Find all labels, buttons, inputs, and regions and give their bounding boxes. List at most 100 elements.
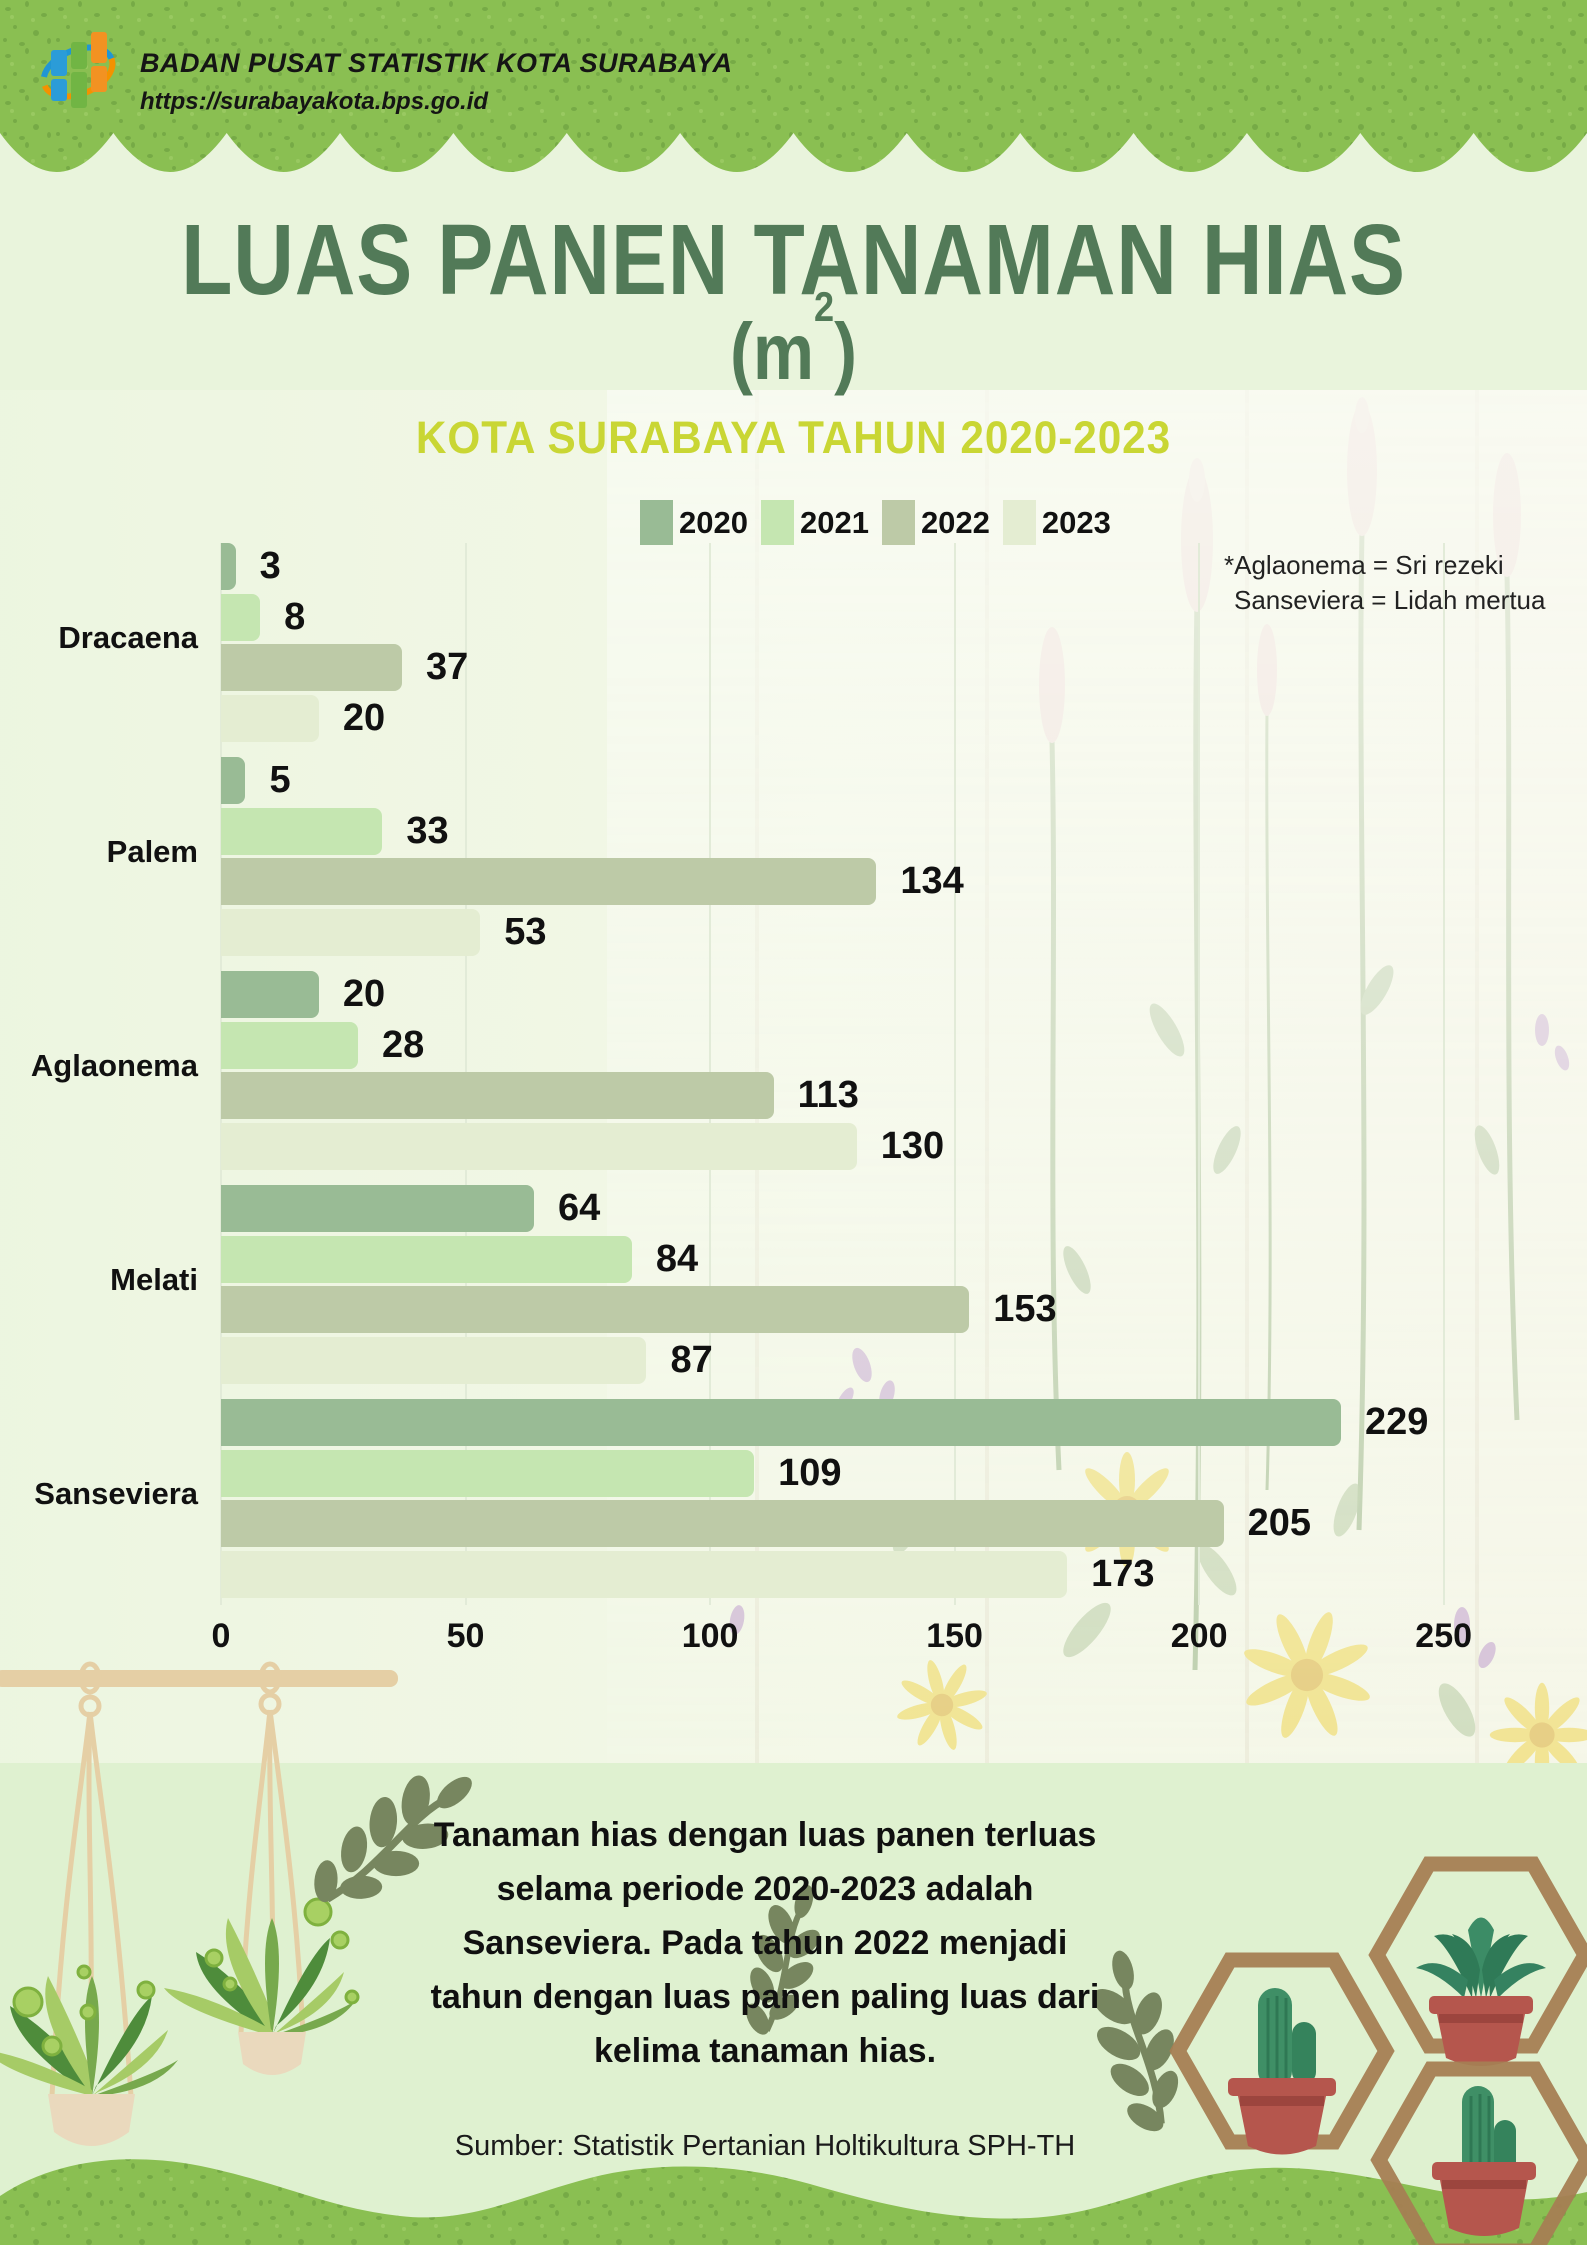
bar-value-melati-2020: 64 [558,1187,601,1229]
bar-row-melati-2020: 64 [221,1185,1581,1232]
bar-aglaonema-2020 [221,971,319,1018]
x-tick-50: 50 [446,1617,485,1655]
bar-value-melati-2021: 84 [655,1237,699,1280]
bar-value-palem-2020: 5 [269,759,291,801]
bar-row-dracaena-2020: 3 [221,543,1581,590]
bar-sanseviera-2022 [221,1500,1224,1548]
x-tick-100: 100 [681,1617,739,1655]
bar-melati-2022 [221,1286,970,1334]
bar-row-dracaena-2021: 8 [221,593,1581,641]
bar-row-dracaena-2023: 20 [221,694,1581,742]
bar-value-aglaonema-2023: 130 [880,1124,945,1167]
bar-row-palem-2021: 33 [221,807,1581,855]
bar-row-sanseviera-2022: 205 [221,1500,1581,1548]
page-title: LUAS PANEN TANAMAN HIAS [181,204,1406,316]
bar-row-sanseviera-2023: 173 [221,1550,1581,1598]
legend-item-2020: 2020 [640,500,748,545]
bar-row-melati-2023: 87 [221,1336,1581,1384]
legend-swatch-2023 [1002,500,1036,545]
bar-aglaonema-2021 [221,1021,358,1069]
summary-line-3: Sanseviera. Pada tahun 2022 menjadi [462,1924,1068,1962]
gridline-250 [1442,543,1445,1605]
bar-melati-2023 [221,1336,647,1384]
bar-value-sanseviera-2022: 205 [1247,1502,1311,1545]
x-tick-150: 150 [926,1617,983,1655]
category-label-aglaonema: Aglaonema [30,1048,198,1083]
category-label-sanseviera: Sanseviera [34,1476,198,1511]
source-note: Sumber: Statistik Pertanian Holtikultura… [454,2130,1076,2162]
x-tick-200: 200 [1170,1617,1228,1655]
page-subtitle: KOTA SURABAYA TAHUN 2020-2023 [415,412,1172,463]
bar-row-palem-2023: 53 [221,908,1581,956]
bar-row-aglaonema-2021: 28 [221,1021,1581,1069]
summary-line-5: kelima tanaman hias. [593,2032,937,2070]
bar-sanseviera-2020 [221,1399,1341,1446]
bar-value-dracaena-2023: 20 [342,696,386,739]
bar-value-dracaena-2020: 3 [259,545,281,587]
bps-logo-icon [40,32,116,108]
bar-dracaena-2023 [221,694,319,742]
bar-dracaena-2021 [221,593,261,641]
bar-dracaena-2020 [221,543,236,590]
bar-row-dracaena-2022: 37 [221,644,1581,692]
legend-label-2021: 2021 [799,504,869,540]
bar-value-sanseviera-2020: 229 [1364,1401,1429,1443]
chart-legend: 2020 2021 2022 2023 [640,500,1111,545]
bar-row-sanseviera-2020: 229 [221,1399,1581,1446]
x-tick-0: 0 [211,1617,231,1655]
bar-palem-2022 [221,858,877,906]
legend-swatch-2021 [760,500,794,545]
page-title-unit: (m2) [729,283,858,396]
footnote-line-1: *Aglaonema = Sri rezeki [1224,550,1504,580]
bar-row-aglaonema-2020: 20 [221,971,1581,1018]
header-band [0,0,1587,172]
bar-row-aglaonema-2022: 113 [221,1072,1581,1120]
bar-row-sanseviera-2021: 109 [221,1449,1581,1497]
x-tick-250: 250 [1415,1617,1473,1655]
bar-value-dracaena-2021: 8 [284,595,306,638]
agency-name: BADAN PUSAT STATISTIK KOTA SURABAYA [140,48,733,78]
summary-line-4: tahun dengan luas panen paling luas dari [430,1978,1100,2016]
bar-row-aglaonema-2023: 130 [221,1122,1581,1170]
legend-item-2022: 2022 [881,500,990,545]
bar-dracaena-2022 [221,644,402,692]
bar-row-palem-2022: 134 [221,858,1581,906]
bar-palem-2023 [221,908,481,956]
summary-line-2: selama periode 2020-2023 adalah [496,1870,1034,1908]
hanging-plants-illustration [0,1661,398,2146]
category-label-dracaena: Dracaena [58,620,198,655]
bar-value-aglaonema-2021: 28 [381,1023,425,1066]
bar-melati-2021 [221,1235,632,1283]
bar-aglaonema-2022 [221,1072,774,1120]
legend-label-2023: 2023 [1041,504,1111,540]
bar-chart: 0 50 100 150 200 250 Dracaena 3 8 37 20 Palem 5 33 134… [31,543,1473,1655]
bottom-decorations [0,1760,1587,2245]
legend-label-2020: 2020 [679,504,748,540]
agency-url: https://surabayakota.bps.go.id [140,88,489,115]
summary-line-1: Tanaman hias dengan luas panen terluas [433,1816,1097,1854]
legend-swatch-2022 [881,500,915,545]
bar-sanseviera-2023 [221,1550,1068,1598]
hexagon-cactus-shelves [1169,1856,1587,2245]
bar-value-melati-2022: 153 [993,1288,1057,1331]
bar-palem-2020 [221,757,246,804]
bar-value-aglaonema-2022: 113 [797,1074,859,1117]
bar-row-melati-2021: 84 [221,1235,1581,1283]
summary-paragraph: Tanaman hias dengan luas panen terluas se… [330,1808,1200,2078]
gridline-200 [1198,543,1201,1605]
bar-value-melati-2023: 87 [670,1338,713,1381]
legend-swatch-2020 [640,500,673,545]
header: BADAN PUSAT STATISTIK KOTA SURABAYA http… [0,0,1587,135]
bar-value-aglaonema-2020: 20 [342,973,386,1015]
category-label-palem: Palem [106,834,198,869]
bar-value-palem-2022: 134 [900,860,964,903]
bar-palem-2021 [221,807,383,855]
bar-melati-2020 [221,1185,534,1232]
bar-value-sanseviera-2021: 109 [778,1451,842,1494]
bar-value-palem-2023: 53 [504,910,547,953]
gridline-150 [953,543,956,1605]
legend-item-2021: 2021 [760,500,869,545]
bar-row-palem-2020: 5 [221,757,1581,804]
footnote-line-2: Sanseviera = Lidah mertua [1234,585,1546,615]
